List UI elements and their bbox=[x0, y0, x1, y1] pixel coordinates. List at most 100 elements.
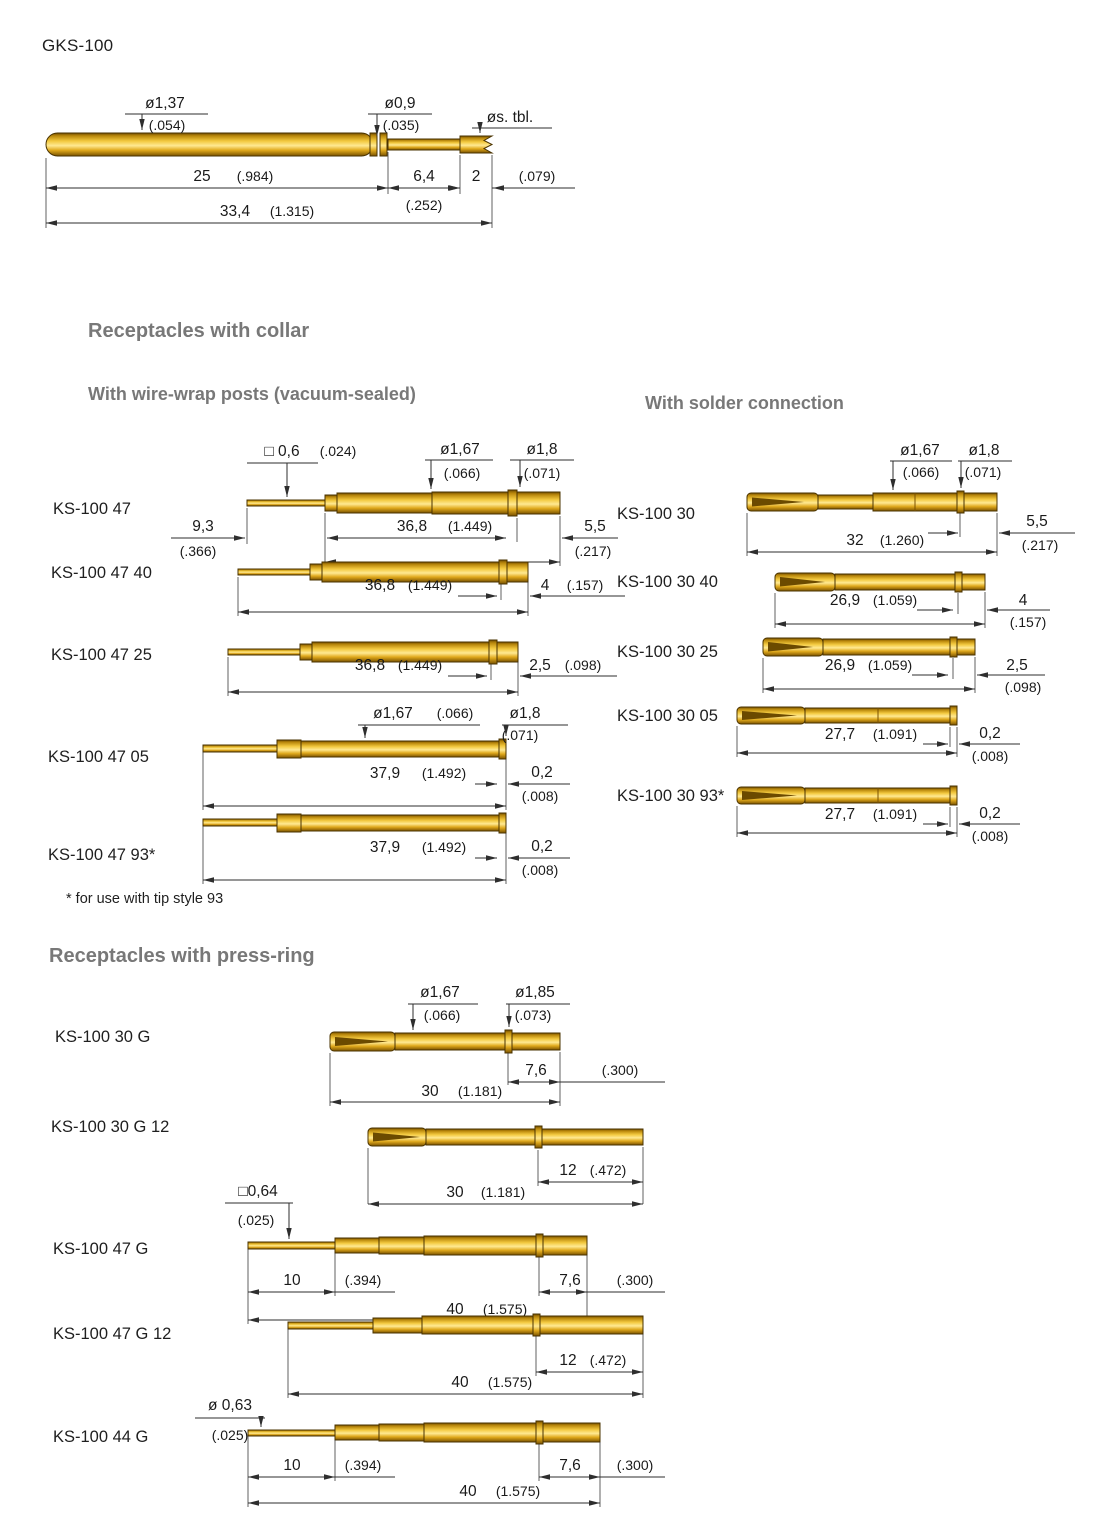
callout-dia-18: ø1,8 (.071) bbox=[510, 441, 574, 487]
dim-4705-dia1-in: (.066) bbox=[437, 705, 474, 721]
model-label-ks-100-30-25: KS-100 30 25 bbox=[617, 643, 718, 661]
dim-4725-body-mm: 36,8 bbox=[355, 657, 385, 674]
dim-47g12-tail-in: (.472) bbox=[590, 1352, 627, 1368]
dim-44g-body-in: (1.575) bbox=[496, 1483, 540, 1499]
dim-3093-tail-mm: 0,2 bbox=[979, 805, 1001, 822]
callout-square-post: □0,64 (.025) bbox=[225, 1183, 293, 1239]
dim-4705-body-in: (1.492) bbox=[422, 765, 466, 781]
callout-dia-18: ø1,8 (.071) bbox=[958, 442, 1012, 488]
solder-slot bbox=[752, 497, 804, 507]
dim-30g12-body-mm: 30 bbox=[446, 1184, 464, 1201]
dim-4705-dia2-in: (.071) bbox=[502, 727, 539, 743]
dimension-lines-ks-100-30-40: 26,9 (1.059) 4 (.157) bbox=[774, 592, 1050, 630]
dim-4700-body-mm: 36,8 bbox=[397, 518, 427, 535]
dim-4793-tail-mm: 0,2 bbox=[531, 838, 553, 855]
drawing-ks-100-47-g-12: 12 (.472) 40 (1.575) bbox=[287, 1313, 644, 1398]
dim-44g-dia-mm: ø 0,63 bbox=[208, 1397, 252, 1414]
probe-body-ks-100-47-g bbox=[247, 1233, 588, 1258]
probe-body-ks-100-47 bbox=[246, 489, 561, 517]
dimension-lines-ks-100-30-93: 27,7 (1.091) 0,2 (.008) bbox=[736, 805, 1020, 844]
callout-round-post: ø 0,63 (.025) bbox=[195, 1397, 265, 1443]
probe-body-ks-100-44-g bbox=[247, 1420, 601, 1445]
dim-4700-dia1-in: (.066) bbox=[444, 465, 481, 481]
dim-30g-body-mm: 30 bbox=[421, 1083, 439, 1100]
dim-30-dia2-in: (.071) bbox=[965, 464, 1002, 480]
probe-body-ks-100-30-g bbox=[329, 1029, 561, 1054]
dim-30g-dia2-in: (.073) bbox=[515, 1007, 552, 1023]
dim-4700-sq-in: (.024) bbox=[320, 443, 357, 459]
dim-4700-post-mm: 9,3 bbox=[192, 518, 214, 535]
drawing-ks-100-30-g: ø1,67 (.066) ø1,85 (.073) 7,6 (.300) 30 … bbox=[329, 984, 665, 1106]
dim-4700-sq-mm: □ 0,6 bbox=[264, 443, 299, 460]
dimension-lines-ks-100-44-g: 10 (.394) 7,6 (.300) 40 (1.575) bbox=[247, 1436, 665, 1507]
dim-4700-body-in: (1.449) bbox=[448, 518, 492, 534]
model-label-ks-100-30-g-12: KS-100 30 G 12 bbox=[51, 1118, 170, 1136]
drawing-ks-100-30-93: 27,7 (1.091) 0,2 (.008) bbox=[736, 785, 1020, 844]
dim-4793-body-in: (1.492) bbox=[422, 839, 466, 855]
section-heading-collar: Receptacles with collar bbox=[88, 320, 310, 342]
dimension-lines-ks-100-47-25: 36,8 (1.449) 2,5 (.098) bbox=[227, 657, 617, 696]
dim-gks-total-mm: 33,4 bbox=[220, 203, 251, 220]
dim-44g-body-mm: 40 bbox=[459, 1483, 477, 1500]
dim-47g-post-in: (.394) bbox=[345, 1272, 382, 1288]
solder-slot bbox=[780, 577, 825, 587]
dim-4705-dia2-mm: ø1,8 bbox=[509, 705, 540, 722]
dim-47g-body-in: (1.575) bbox=[483, 1301, 527, 1317]
dim-3025-body-mm: 26,9 bbox=[825, 657, 855, 674]
model-label-ks-100-30-g: KS-100 30 G bbox=[55, 1028, 151, 1046]
dim-4700-tail-in: (.217) bbox=[575, 543, 612, 559]
dim-44g-post-mm: 10 bbox=[283, 1457, 301, 1474]
dim-4700-dia1-mm: ø1,67 bbox=[440, 441, 480, 458]
dimension-lines-ks-100-30-g: 7,6 (.300) 30 (1.181) bbox=[329, 1052, 665, 1106]
dim-4700-dia2-in: (.071) bbox=[524, 465, 561, 481]
dimension-lines-gks-100: 25 (.984) 6,4 (.252) 2 (.079) 33,4 (1.31… bbox=[45, 152, 575, 228]
dim-4725-tail-in: (.098) bbox=[565, 657, 602, 673]
dimension-lines-ks-100-47-93: 37,9 (1.492) 0,2 (.008) bbox=[202, 826, 570, 884]
dim-4793-body-mm: 37,9 bbox=[370, 839, 400, 856]
dim-3005-body-mm: 27,7 bbox=[825, 726, 855, 743]
dim-gks-tip-mm: 2 bbox=[472, 168, 481, 185]
dim-3005-tail-mm: 0,2 bbox=[979, 725, 1001, 742]
dim-30-tail-mm: 5,5 bbox=[1026, 513, 1048, 530]
dim-4793-tail-in: (.008) bbox=[522, 862, 559, 878]
dim-3005-body-in: (1.091) bbox=[873, 726, 917, 742]
dim-47g-tail-in: (.300) bbox=[617, 1272, 654, 1288]
dim-30g12-tail-in: (.472) bbox=[590, 1162, 627, 1178]
dim-3005-tail-in: (.008) bbox=[972, 748, 1009, 764]
dim-4740-tail-mm: 4 bbox=[541, 577, 550, 594]
dim-gks-dia-barrel-in: (.054) bbox=[149, 117, 186, 133]
callout-dia-185: ø1,85 (.073) bbox=[506, 984, 570, 1027]
drawing-ks-100-47-25: 36,8 (1.449) 2,5 (.098) bbox=[227, 639, 617, 696]
dim-3093-body-in: (1.091) bbox=[873, 806, 917, 822]
model-label-ks-100-47-25: KS-100 47 25 bbox=[51, 646, 152, 664]
probe-body-ks-100-30 bbox=[746, 490, 998, 514]
model-label-ks-100-44-g: KS-100 44 G bbox=[53, 1428, 149, 1446]
subheading-wirewrap: With wire-wrap posts (vacuum-sealed) bbox=[88, 384, 416, 404]
dim-gks-tip-in: (.079) bbox=[519, 168, 556, 184]
solder-slot bbox=[742, 711, 797, 720]
dim-gks-dia-plunger-in: (.035) bbox=[383, 117, 420, 133]
model-label-ks-100-47-93: KS-100 47 93* bbox=[48, 846, 156, 864]
model-label-ks-100-47: KS-100 47 bbox=[53, 500, 131, 518]
dim-4705-dia1-mm: ø1,67 bbox=[373, 705, 413, 722]
dim-4705-tail-in: (.008) bbox=[522, 788, 559, 804]
dim-gks-total-in: (1.315) bbox=[270, 203, 314, 219]
dim-30g12-body-in: (1.181) bbox=[481, 1184, 525, 1200]
footnote-tip-style: * for use with tip style 93 bbox=[66, 891, 224, 907]
solder-slot bbox=[335, 1037, 388, 1046]
section-heading-pressring: Receptacles with press-ring bbox=[49, 945, 315, 967]
dim-gks-plunger-mm: 6,4 bbox=[413, 168, 435, 185]
drawing-ks-100-47-93: 37,9 (1.492) 0,2 (.008) bbox=[202, 812, 570, 884]
page-title: GKS-100 bbox=[42, 36, 114, 55]
probe-body-ks-100-47-g-12 bbox=[287, 1313, 644, 1337]
dim-30-dia1-mm: ø1,67 bbox=[900, 442, 940, 459]
dim-3040-tail-in: (.157) bbox=[1010, 614, 1047, 630]
dim-30-tail-in: (.217) bbox=[1022, 537, 1059, 553]
callout-dia-18: ø1,8 (.071) bbox=[502, 705, 568, 743]
dim-47g-body-mm: 40 bbox=[446, 1301, 464, 1318]
dim-47g-post-mm: 10 bbox=[283, 1272, 301, 1289]
callout-dia-167: ø1,67 (.066) bbox=[425, 441, 493, 489]
drawing-ks-100-30-25: 26,9 (1.059) 2,5 (.098) bbox=[762, 636, 1045, 695]
dim-gks-barrel-mm: 25 bbox=[193, 168, 210, 185]
